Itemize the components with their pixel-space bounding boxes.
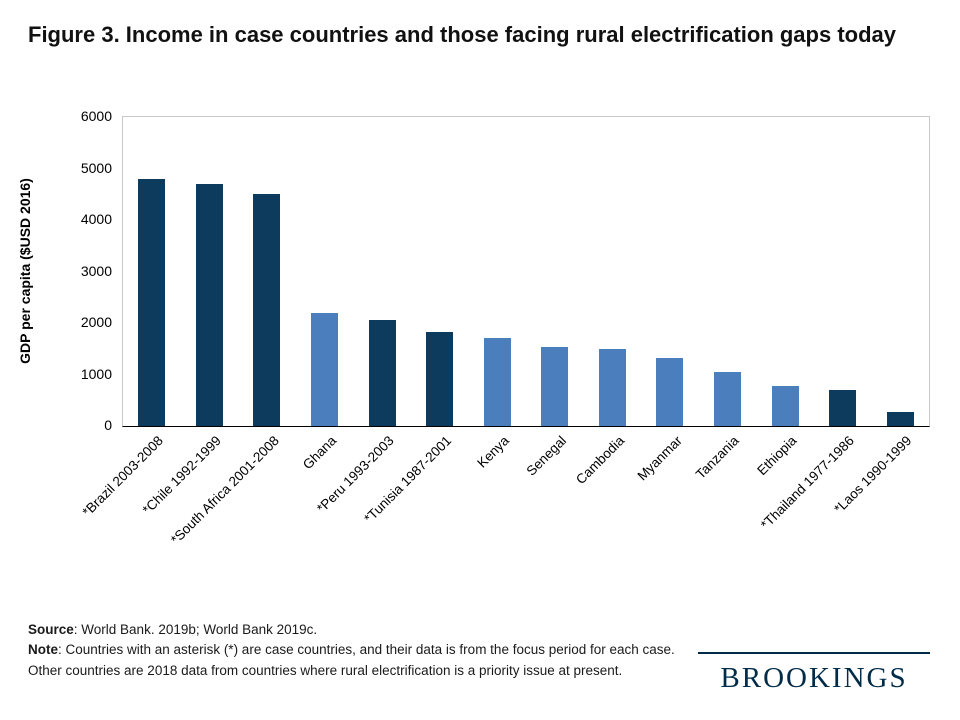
y-axis-tick-label: 3000: [80, 262, 112, 279]
logo-rule: [698, 652, 930, 654]
plot-area: [122, 116, 930, 427]
bar-cambodia: [598, 348, 626, 426]
y-axis-title-text: GDP per capita ($USD 2016): [17, 177, 33, 364]
bar-ethiopia: [771, 385, 799, 426]
y-axis-title: GDP per capita ($USD 2016): [8, 116, 42, 425]
x-axis-label: Ghana: [299, 433, 340, 473]
brookings-logo: BROOKINGS: [698, 652, 930, 695]
y-axis-tick-label: 6000: [80, 108, 112, 124]
x-axis-label: Kenya: [474, 433, 512, 471]
source-text: : World Bank. 2019b; World Bank 2019c.: [73, 622, 318, 637]
source-note: Source: World Bank. 2019b; World Bank 20…: [28, 620, 680, 640]
bar-south-africa-2001-2008: [253, 194, 281, 426]
note: Note: Countries with an asterisk (*) are…: [28, 640, 680, 681]
note-label: Note: [28, 642, 58, 658]
x-axis-label: Myanmar: [634, 433, 685, 484]
bar-myanmar: [656, 358, 684, 426]
figure-title: Figure 3. Income in case countries and t…: [28, 22, 897, 47]
bar-senegal: [541, 347, 569, 426]
figure-footnotes: Source: World Bank. 2019b; World Bank 20…: [28, 620, 680, 681]
bar-peru-1993-2003: [368, 319, 396, 426]
x-axis-label: Senegal: [523, 433, 570, 479]
bar-brazil-2003-2008: [138, 178, 166, 426]
x-axis-label: Ethiopia: [754, 433, 800, 479]
x-axis-labels: *Brazil 2003-2008 *Chile 1992-1999 *South …: [0, 433, 960, 603]
bar-tanzania: [714, 371, 741, 426]
bar-ghana: [311, 312, 338, 426]
bar-thailand-1977-1986: [829, 390, 857, 426]
y-axis-tick-label: 2000: [80, 314, 112, 330]
logo-text: BROOKINGS: [720, 662, 908, 694]
x-axis-label: Tanzania: [693, 433, 743, 482]
y-axis-tick-label: 4000: [80, 211, 112, 227]
bar-kenya: [483, 338, 511, 426]
y-axis-tick-label: 0: [104, 417, 112, 433]
bar-laos-1990-1999: [886, 411, 914, 426]
x-axis-label: *South Africa 2001-2008: [167, 433, 282, 548]
bar-chile-1992-1999: [195, 183, 223, 426]
x-axis-label: Cambodia: [572, 433, 627, 488]
note-text: : Countries with an asterisk (*) are cas…: [28, 642, 675, 678]
bar-tunisia-1987-2001: [426, 332, 454, 426]
y-axis-tick-label: 5000: [80, 159, 112, 176]
y-axis-tick-label: 1000: [80, 365, 112, 382]
source-label: Source: [28, 622, 74, 637]
